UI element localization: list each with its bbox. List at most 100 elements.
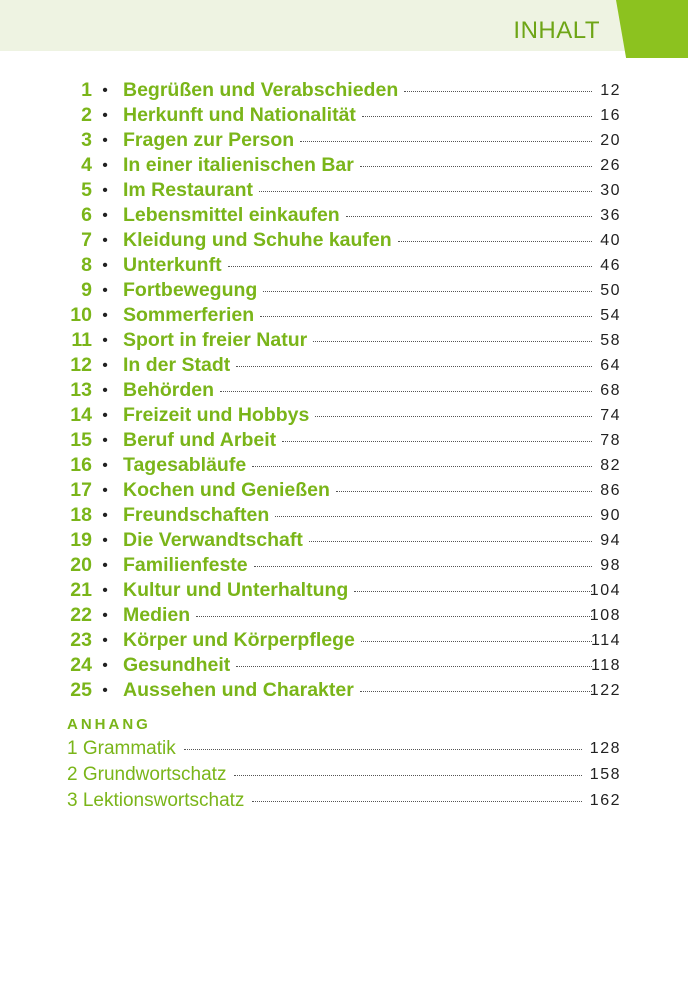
chapter-title[interactable]: In der Stadt	[123, 354, 231, 376]
bullet-icon: •	[102, 257, 108, 274]
chapter-number: 5	[81, 179, 92, 201]
toc-entry[interactable]: 12 • In der Stadt 64	[0, 353, 688, 378]
toc-entry[interactable]: 17 • Kochen und Genießen 86	[0, 478, 688, 503]
appendix-entry[interactable]: 1 Grammatik 128	[0, 736, 688, 762]
toc-entry[interactable]: 11 • Sport in freier Natur 58	[0, 328, 688, 353]
chapter-title[interactable]: Kleidung und Schuhe kaufen	[123, 229, 392, 251]
toc-entry[interactable]: 8 • Unterkunft 46	[0, 253, 688, 278]
appendix-list: 1 Grammatik 128 2 Grundwortschatz 158 3 Lekt…	[0, 736, 688, 814]
toc-entry[interactable]: 21 • Kultur und Unterhaltung 104	[0, 578, 688, 603]
page-number: 58	[600, 332, 621, 349]
page-number: 162	[589, 792, 621, 809]
bullet-icon: •	[102, 682, 108, 699]
leader: Sommerferien	[123, 303, 592, 328]
leader: Lebensmittel einkaufen	[123, 203, 592, 228]
leader: Freizeit und Hobbys	[123, 403, 592, 428]
toc-entry[interactable]: 7 • Kleidung und Schuhe kaufen 40	[0, 228, 688, 253]
bullet-icon: •	[102, 482, 108, 499]
chapter-number: 19	[70, 529, 92, 551]
dot-leader	[313, 341, 592, 342]
page-number: 68	[600, 382, 621, 399]
chapter-number: 2	[81, 104, 92, 126]
leader: Beruf und Arbeit	[123, 428, 592, 453]
chapter-title[interactable]: Körper und Körperpflege	[123, 629, 355, 651]
dot-leader	[282, 441, 592, 442]
chapter-number: 18	[70, 504, 92, 526]
appendix-entry[interactable]: 3 Lektionswortschatz 162	[0, 788, 688, 814]
chapter-number: 7	[81, 229, 92, 251]
toc-entry[interactable]: 3 • Fragen zur Person 20	[0, 128, 688, 153]
chapter-title[interactable]: Fragen zur Person	[123, 129, 295, 151]
dot-leader	[196, 616, 592, 617]
chapter-title[interactable]: Familienfeste	[123, 554, 248, 576]
chapter-number: 6	[81, 204, 92, 226]
toc-entry[interactable]: 20 • Familienfeste 98	[0, 553, 688, 578]
toc-entry[interactable]: 22 • Medien 108	[0, 603, 688, 628]
page-number: 90	[600, 507, 621, 524]
toc-entry[interactable]: 4 • In einer italienischen Bar 26	[0, 153, 688, 178]
toc-entry[interactable]: 19 • Die Verwandtschaft 94	[0, 528, 688, 553]
dot-leader	[361, 116, 592, 117]
bullet-icon: •	[102, 457, 108, 474]
dot-leader	[397, 241, 592, 242]
chapter-title[interactable]: In einer italienischen Bar	[123, 154, 354, 176]
chapter-title[interactable]: Lebensmittel einkaufen	[123, 204, 340, 226]
chapter-title[interactable]: Kochen und Genießen	[123, 479, 330, 501]
chapter-title[interactable]: Gesundheit	[123, 654, 231, 676]
appendix-entry[interactable]: 2 Grundwortschatz 158	[0, 762, 688, 788]
chapter-title[interactable]: Freundschaften	[123, 504, 270, 526]
dot-leader	[227, 266, 592, 267]
dot-leader	[260, 316, 592, 317]
toc-entry[interactable]: 23 • Körper und Körperpflege 114	[0, 628, 688, 653]
appendix-title[interactable]: 2 Grundwortschatz	[67, 764, 227, 785]
toc-entry[interactable]: 25 • Aussehen und Charakter 122	[0, 678, 688, 703]
toc-entry[interactable]: 24 • Gesundheit 118	[0, 653, 688, 678]
chapter-title[interactable]: Freizeit und Hobbys	[123, 404, 310, 426]
bullet-icon: •	[102, 532, 108, 549]
toc-entry[interactable]: 15 • Beruf und Arbeit 78	[0, 428, 688, 453]
toc-entry[interactable]: 18 • Freundschaften 90	[0, 503, 688, 528]
chapter-title[interactable]: Aussehen und Charakter	[123, 679, 354, 701]
chapter-title[interactable]: Medien	[123, 604, 191, 626]
bullet-icon: •	[102, 557, 108, 574]
dot-leader	[308, 541, 592, 542]
toc-entry[interactable]: 5 • Im Restaurant 30	[0, 178, 688, 203]
chapter-title[interactable]: Kultur und Unterhaltung	[123, 579, 349, 601]
appendix-title[interactable]: 3 Lektionswortschatz	[67, 790, 245, 811]
dot-leader	[252, 801, 582, 802]
page-number: 122	[589, 682, 621, 699]
header-band	[0, 0, 688, 51]
chapter-title[interactable]: Begrüßen und Verabschieden	[123, 79, 399, 101]
toc-entry[interactable]: 14 • Freizeit und Hobbys 74	[0, 403, 688, 428]
bullet-icon: •	[102, 307, 108, 324]
toc-entry[interactable]: 16 • Tagesabläufe 82	[0, 453, 688, 478]
chapter-title[interactable]: Unterkunft	[123, 254, 222, 276]
toc-entry[interactable]: 13 • Behörden 68	[0, 378, 688, 403]
toc-entry[interactable]: 1 • Begrüßen und Verabschieden 12	[0, 78, 688, 103]
appendix-heading: ANHANG	[67, 716, 151, 733]
chapter-title[interactable]: Sommerferien	[123, 304, 255, 326]
appendix-title[interactable]: 1 Grammatik	[67, 738, 176, 759]
bullet-icon: •	[102, 132, 108, 149]
chapter-title[interactable]: Fortbewegung	[123, 279, 258, 301]
chapter-title[interactable]: Tagesabläufe	[123, 454, 247, 476]
toc-entry[interactable]: 9 • Fortbewegung 50	[0, 278, 688, 303]
leader: Familienfeste	[123, 553, 592, 578]
chapter-title[interactable]: Sport in freier Natur	[123, 329, 308, 351]
toc-entry[interactable]: 10 • Sommerferien 54	[0, 303, 688, 328]
page-number: 20	[600, 132, 621, 149]
leader: Begrüßen und Verabschieden	[123, 78, 592, 103]
chapter-title[interactable]: Behörden	[123, 379, 215, 401]
chapter-number: 16	[70, 454, 92, 476]
toc-entry[interactable]: 6 • Lebensmittel einkaufen 36	[0, 203, 688, 228]
chapter-title[interactable]: Die Verwandtschaft	[123, 529, 303, 551]
chapter-title[interactable]: Im Restaurant	[123, 179, 254, 201]
page-number: 40	[600, 232, 621, 249]
toc-entry[interactable]: 2 • Herkunft und Nationalität 16	[0, 103, 688, 128]
page-number: 98	[600, 557, 621, 574]
dot-leader	[360, 641, 592, 642]
chapter-title[interactable]: Herkunft und Nationalität	[123, 104, 356, 126]
chapter-title[interactable]: Beruf und Arbeit	[123, 429, 277, 451]
bullet-icon: •	[102, 157, 108, 174]
page-number: 74	[600, 407, 621, 424]
